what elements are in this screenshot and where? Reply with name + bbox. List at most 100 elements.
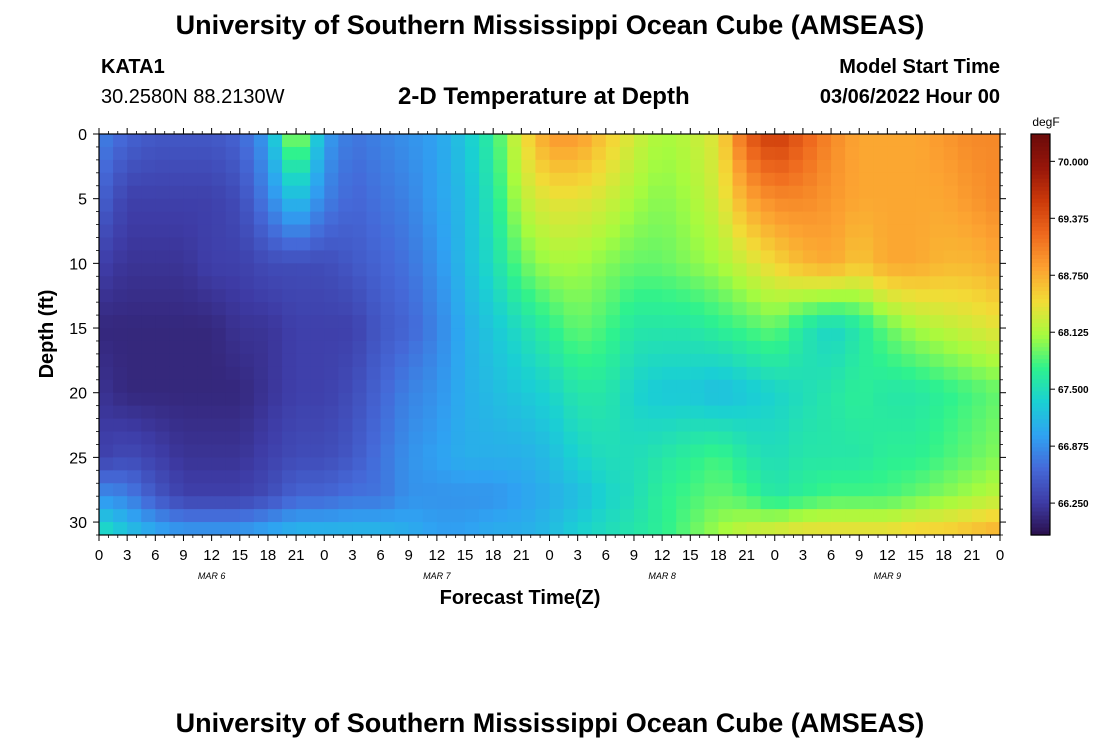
heatmap-cell	[507, 392, 522, 407]
heatmap-cell	[338, 431, 354, 446]
chart-subtitle: 2-D Temperature at Depth	[398, 83, 690, 110]
heatmap-cell	[296, 198, 311, 213]
heatmap-cell	[845, 237, 860, 252]
heatmap-cell	[338, 172, 354, 187]
heatmap-cell	[169, 224, 185, 239]
heatmap-cell	[591, 134, 607, 148]
heatmap-cell	[915, 405, 931, 420]
heatmap-cell	[887, 185, 903, 200]
heatmap-cell	[873, 418, 888, 433]
heatmap-cell	[985, 328, 1000, 342]
heatmap-cell	[253, 470, 269, 484]
x-tick-label: 0	[545, 547, 553, 564]
x-tick-label: 15	[457, 547, 474, 564]
heatmap-cell	[648, 470, 663, 484]
heatmap-cell	[141, 431, 156, 446]
heatmap-cell	[450, 509, 466, 523]
heatmap-cell	[845, 134, 860, 148]
heatmap-cell	[408, 302, 424, 316]
heatmap-cell	[760, 431, 776, 446]
heatmap-cell	[465, 198, 480, 213]
colorbar-tick-label: 66.875	[1058, 442, 1089, 453]
heatmap-cell	[957, 353, 973, 368]
heatmap-cell	[915, 444, 931, 458]
heatmap-cell	[211, 392, 227, 407]
heatmap-cell	[225, 509, 241, 523]
heatmap-cell	[831, 211, 846, 226]
x-tick-label: 6	[376, 547, 384, 564]
heatmap-cell	[873, 366, 888, 381]
heatmap-cell	[633, 237, 649, 252]
heatmap-cell	[760, 276, 776, 290]
heatmap-cell	[408, 315, 424, 329]
heatmap-cell	[943, 483, 959, 497]
heatmap-cell	[408, 392, 424, 407]
heatmap-cell	[577, 224, 593, 239]
heatmap-cell	[282, 470, 297, 484]
heatmap-cell	[591, 328, 607, 342]
heatmap-cell	[479, 172, 494, 187]
colorbar-segment	[1031, 182, 1050, 187]
heatmap-cell	[408, 263, 424, 277]
heatmap-cell	[169, 263, 185, 277]
heatmap-cell	[366, 250, 382, 264]
heatmap-cell	[380, 431, 396, 446]
heatmap-cell	[831, 198, 846, 213]
heatmap-cell	[352, 185, 368, 200]
colorbar-segment	[1031, 198, 1050, 203]
heatmap-cell	[422, 522, 438, 535]
heatmap-cell	[549, 276, 565, 290]
colorbar-segment	[1031, 402, 1050, 408]
heatmap-cell	[267, 328, 283, 342]
heatmap-cell	[253, 146, 269, 161]
heatmap-cell	[831, 405, 846, 420]
heatmap-cell	[338, 237, 354, 252]
x-tick-label: 0	[95, 547, 103, 564]
heatmap-cell	[155, 224, 170, 239]
heatmap-cell	[788, 134, 804, 148]
heatmap-cell	[169, 250, 185, 264]
heatmap-cell	[605, 366, 621, 381]
heatmap-cell	[676, 366, 691, 381]
heatmap-cell	[113, 353, 128, 368]
heatmap-cell	[788, 522, 804, 535]
heatmap-cell	[99, 340, 114, 355]
heatmap-cell	[507, 418, 522, 433]
heatmap-cell	[380, 276, 396, 290]
heatmap-cell	[507, 289, 522, 303]
heatmap-cell	[619, 237, 635, 252]
heatmap-cell	[183, 470, 199, 484]
heatmap-cell	[479, 224, 494, 239]
heatmap-cell	[211, 289, 227, 303]
heatmap-cell	[943, 159, 959, 174]
heatmap-cell	[577, 405, 593, 420]
colorbar-segment	[1031, 414, 1050, 420]
heatmap-cell	[183, 366, 199, 381]
heatmap-cell	[859, 522, 874, 535]
heatmap-cell	[535, 444, 551, 458]
heatmap-cell	[887, 289, 903, 303]
heatmap-cell	[605, 302, 621, 316]
heatmap-cell	[338, 405, 354, 420]
heatmap-cell	[535, 366, 551, 381]
colorbar-segment	[1031, 354, 1050, 360]
heatmap-cell	[549, 392, 565, 407]
heatmap-cell	[549, 353, 565, 368]
heatmap-cell	[662, 496, 677, 510]
heatmap-cell	[324, 237, 339, 252]
heatmap-cell	[450, 172, 466, 187]
heatmap-cell	[774, 159, 790, 174]
heatmap-cell	[493, 483, 508, 497]
heatmap-cell	[915, 353, 931, 368]
heatmap-cell	[633, 276, 649, 290]
heatmap-cell	[310, 289, 325, 303]
colorbar-segment	[1031, 366, 1050, 372]
heatmap-cell	[296, 379, 311, 394]
heatmap-cell	[788, 353, 804, 368]
heatmap-cell	[690, 172, 705, 187]
heatmap-cell	[436, 366, 452, 381]
heatmap-cell	[915, 224, 931, 239]
colorbar-segment	[1031, 522, 1050, 528]
heatmap-cell	[732, 444, 748, 458]
heatmap-cell	[521, 237, 537, 252]
